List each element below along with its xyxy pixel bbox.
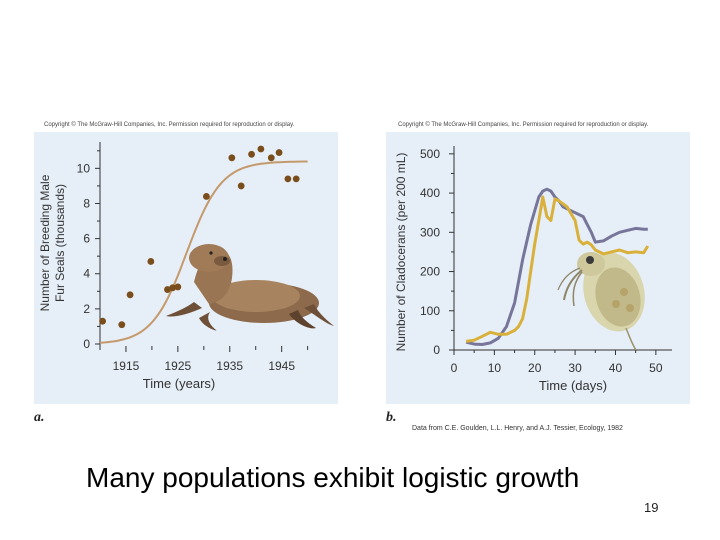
panel-a-letter: a. (34, 410, 45, 425)
data-point (203, 193, 210, 200)
x-tick-label: 40 (609, 361, 623, 375)
y-tick-label: 0 (433, 343, 440, 357)
panel-a-copyright: Copyright © The McGraw-Hill Companies, I… (44, 122, 295, 128)
x-tick-label: 30 (568, 361, 582, 375)
y-tick-label: 300 (420, 225, 440, 239)
panel-b-copyright: Copyright © The McGraw-Hill Companies, I… (398, 122, 649, 128)
x-tick-label: 20 (528, 361, 542, 375)
data-point (169, 284, 177, 292)
y-tick-label: 10 (77, 161, 91, 175)
panel-b-letter: b. (386, 410, 397, 425)
logistic-fit-curve (99, 160, 308, 344)
data-point (228, 154, 236, 162)
data-point (292, 175, 300, 183)
x-tick-label: 50 (649, 361, 663, 375)
panel-b (386, 132, 690, 404)
x-tick-label: 1915 (113, 359, 140, 373)
data-point (237, 182, 245, 190)
x-axis-title: Time (years) (143, 376, 215, 391)
y-tick-label: 100 (420, 304, 440, 318)
y-tick-label: 500 (420, 147, 440, 161)
x-tick-label: 1935 (216, 359, 243, 373)
data-point (126, 291, 134, 299)
y-axis-title-line1: Number of Breeding Male (38, 174, 52, 311)
x-tick-label: 10 (488, 361, 502, 375)
y-tick-label: 4 (83, 267, 90, 281)
series-line-culture-2 (465, 195, 650, 343)
cladoceran-illustration (557, 252, 645, 351)
x-tick-label: 0 (451, 361, 458, 375)
y-tick-label: 400 (420, 186, 440, 200)
data-source-note: Data from C.E. Goulden, L.L. Henry, and … (412, 425, 623, 432)
x-axis-title: Time (days) (539, 378, 607, 393)
x-tick-label: 1945 (268, 359, 295, 373)
data-point (267, 154, 275, 162)
fur-seal-illustration (166, 244, 334, 331)
chart-a: 0 2 4 6 8 10 1915 1925 1935 1945 Time (years) Numbe… (38, 142, 334, 391)
page-number: 19 (644, 500, 659, 515)
y-axis-title-line2: Fur Seals (thousands) (53, 184, 67, 302)
data-point (275, 149, 283, 156)
data-point (99, 317, 106, 325)
data-point (164, 286, 171, 293)
data-point (174, 283, 182, 291)
slide-caption: Many populations exhibit logistic growth (86, 462, 580, 493)
data-point (118, 321, 126, 329)
y-tick-label: 8 (83, 196, 90, 210)
y-axis-title: Number of Cladocerans (per 200 mL) (394, 153, 408, 352)
data-point (248, 150, 255, 158)
data-point (147, 258, 155, 265)
y-tick-label: 200 (420, 265, 440, 279)
y-tick-label: 0 (83, 337, 90, 351)
data-point (257, 145, 265, 153)
y-tick-label: 6 (83, 232, 90, 246)
y-tick-label: 2 (83, 302, 90, 316)
chart-b: 0 100 200 300 400 500 0 10 20 30 40 50 Time (days) Nu… (394, 146, 672, 393)
data-point (284, 175, 292, 183)
x-tick-label: 1925 (165, 359, 192, 373)
